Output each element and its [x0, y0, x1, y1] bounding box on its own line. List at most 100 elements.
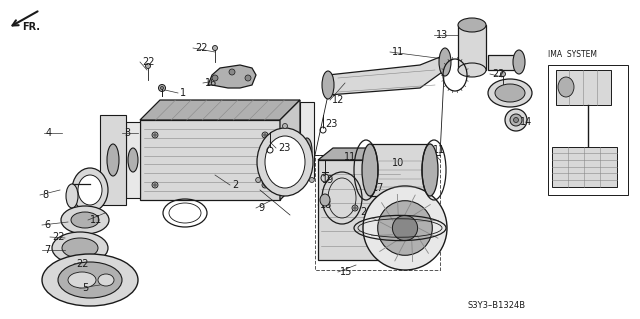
Bar: [548, 65, 628, 195]
Text: 11: 11: [344, 152, 356, 162]
Circle shape: [309, 177, 314, 182]
Text: 11: 11: [433, 145, 445, 155]
Text: 1: 1: [180, 88, 186, 98]
Text: 11: 11: [90, 215, 102, 225]
Ellipse shape: [78, 175, 102, 205]
Text: 22: 22: [76, 259, 88, 269]
Circle shape: [212, 75, 218, 81]
Bar: [488, 55, 518, 70]
Text: FR.: FR.: [22, 22, 40, 32]
Text: 22: 22: [142, 57, 154, 67]
Text: 21: 21: [410, 237, 422, 247]
Text: IMA  SYSTEM: IMA SYSTEM: [548, 50, 597, 59]
Circle shape: [264, 184, 266, 186]
Ellipse shape: [66, 184, 78, 208]
Text: 13: 13: [436, 30, 448, 40]
Circle shape: [505, 109, 527, 131]
Ellipse shape: [488, 79, 532, 107]
Ellipse shape: [458, 18, 486, 32]
Circle shape: [513, 117, 518, 122]
Circle shape: [510, 114, 522, 126]
Bar: [126, 122, 140, 198]
Ellipse shape: [362, 144, 378, 196]
Polygon shape: [403, 148, 418, 260]
Bar: [315, 155, 440, 270]
Text: S3Y3–B1324B: S3Y3–B1324B: [468, 300, 526, 309]
Ellipse shape: [61, 206, 109, 234]
Circle shape: [229, 69, 235, 75]
Circle shape: [154, 184, 156, 186]
Bar: [318, 160, 403, 260]
Ellipse shape: [71, 212, 99, 228]
Text: 12: 12: [332, 95, 344, 105]
Text: 10: 10: [392, 158, 404, 168]
Ellipse shape: [302, 138, 312, 162]
Circle shape: [262, 132, 268, 138]
Circle shape: [152, 182, 158, 188]
Ellipse shape: [52, 232, 108, 264]
Text: 24: 24: [384, 255, 396, 265]
Ellipse shape: [128, 148, 138, 172]
Circle shape: [154, 134, 156, 136]
Text: 19: 19: [322, 175, 334, 185]
Ellipse shape: [62, 238, 98, 258]
Circle shape: [352, 205, 358, 211]
Circle shape: [161, 86, 163, 90]
Text: 8: 8: [42, 190, 48, 200]
Text: 4: 4: [46, 128, 52, 138]
Polygon shape: [318, 148, 418, 160]
Bar: [552, 147, 617, 187]
Ellipse shape: [513, 50, 525, 74]
Ellipse shape: [495, 84, 525, 102]
Circle shape: [262, 182, 268, 188]
Ellipse shape: [322, 71, 334, 99]
Bar: [300, 102, 314, 178]
Ellipse shape: [422, 144, 438, 196]
Polygon shape: [140, 100, 300, 120]
Bar: [458, 25, 486, 70]
Bar: [556, 70, 611, 105]
Text: 23: 23: [278, 143, 291, 153]
Text: 16: 16: [205, 78, 217, 88]
Text: 14: 14: [520, 117, 532, 127]
Text: 23: 23: [325, 119, 337, 129]
Bar: [370, 144, 430, 196]
Circle shape: [264, 134, 266, 136]
Circle shape: [378, 201, 432, 255]
Polygon shape: [208, 65, 256, 88]
Ellipse shape: [98, 274, 114, 286]
Text: 22: 22: [492, 69, 504, 79]
Circle shape: [245, 75, 251, 81]
Text: 2: 2: [232, 180, 238, 190]
Ellipse shape: [42, 254, 138, 306]
Ellipse shape: [72, 168, 108, 212]
Text: 5: 5: [82, 283, 88, 293]
Polygon shape: [280, 100, 300, 200]
Text: 11: 11: [392, 47, 404, 57]
Circle shape: [159, 85, 166, 92]
Bar: [140, 120, 280, 200]
Text: 9: 9: [258, 203, 264, 213]
Polygon shape: [328, 55, 445, 95]
Circle shape: [500, 71, 506, 77]
Text: 3: 3: [124, 128, 130, 138]
Text: 15: 15: [340, 267, 353, 277]
Text: 22: 22: [52, 232, 65, 242]
Ellipse shape: [107, 144, 119, 176]
Ellipse shape: [458, 63, 486, 77]
Text: 6: 6: [44, 220, 50, 230]
Circle shape: [363, 186, 447, 270]
Circle shape: [152, 132, 158, 138]
Ellipse shape: [439, 48, 451, 76]
Circle shape: [145, 63, 150, 69]
Circle shape: [392, 215, 418, 241]
Ellipse shape: [68, 272, 96, 288]
Circle shape: [282, 123, 287, 129]
Ellipse shape: [58, 262, 122, 298]
Ellipse shape: [320, 194, 330, 206]
Text: 17: 17: [372, 183, 385, 193]
Ellipse shape: [558, 77, 574, 97]
Ellipse shape: [265, 136, 305, 188]
Text: 18: 18: [320, 200, 332, 210]
Text: 20: 20: [360, 207, 372, 217]
